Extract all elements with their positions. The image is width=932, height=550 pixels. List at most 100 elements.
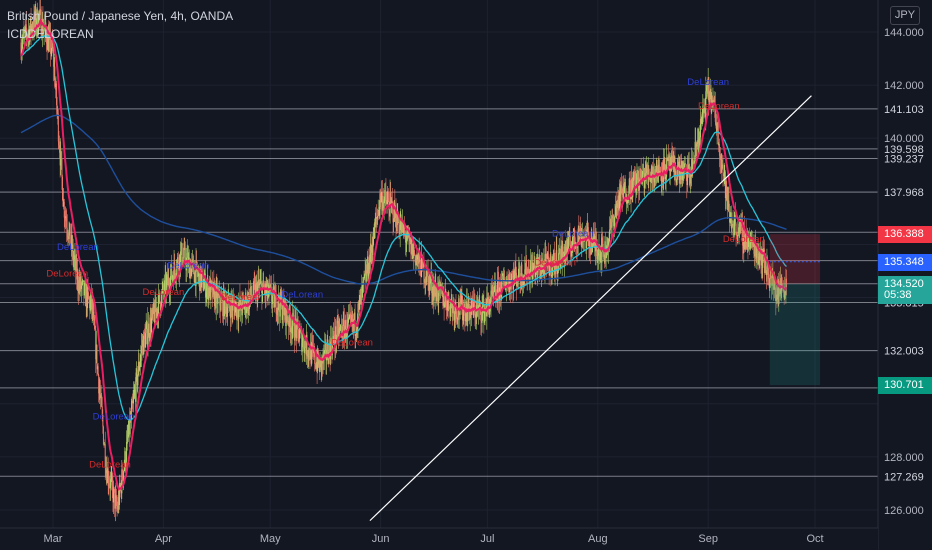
candle-body [543, 261, 545, 267]
candle-body [269, 284, 271, 288]
candle-body [471, 298, 473, 308]
candle-body [561, 246, 563, 264]
candle-body [34, 13, 36, 22]
candle-body [207, 278, 209, 300]
candle-body [127, 434, 129, 438]
candle-body [283, 305, 285, 316]
candle-body [121, 469, 123, 494]
candle-body [72, 244, 74, 252]
candle-body [206, 286, 208, 293]
candle-body [172, 275, 174, 285]
candle-body [609, 221, 611, 230]
price-tag: 135.348 [878, 253, 932, 271]
candle-body [486, 297, 488, 303]
candle-body [534, 270, 536, 277]
candle-body [413, 250, 415, 255]
candle-body [783, 289, 785, 292]
candle-body [168, 286, 170, 293]
candle-body [661, 162, 663, 182]
candle-body [572, 228, 574, 238]
candle-body [530, 262, 532, 267]
candle-body [619, 183, 621, 196]
candle-body [314, 364, 316, 366]
candle-body [686, 169, 688, 186]
candle-body [263, 280, 265, 289]
candle-body [599, 247, 601, 261]
candle-body [662, 179, 664, 182]
candle-body [378, 206, 380, 216]
candle-body [86, 287, 88, 309]
candle-body [425, 281, 427, 283]
candle-body [323, 352, 325, 360]
candle-body [772, 274, 774, 290]
signal-label-sell: DeLorean [698, 101, 740, 112]
candle-body [745, 233, 747, 248]
candle-body [301, 329, 303, 352]
candle-body [183, 257, 185, 258]
candle-body [69, 223, 71, 230]
candle-body [323, 351, 325, 360]
candle-body [705, 91, 707, 118]
candle-body [210, 280, 212, 284]
candle-body [283, 299, 285, 306]
candle-body [460, 296, 462, 300]
candle-body [672, 160, 674, 163]
candle-body [736, 234, 738, 237]
candle-body [652, 166, 654, 178]
candle-body [764, 249, 766, 273]
candle-body [676, 179, 678, 183]
candle-body [255, 284, 257, 299]
candle-body [99, 388, 101, 395]
candle-body [285, 305, 287, 326]
candle-body [240, 298, 242, 311]
candle-body [408, 236, 410, 238]
candle-body [640, 168, 642, 171]
candle-body [696, 143, 698, 147]
candle-body [329, 343, 331, 348]
candle-body [730, 216, 732, 229]
candle-body [277, 307, 279, 311]
candle-body [522, 279, 524, 286]
candle-body [453, 306, 455, 320]
candle-body [352, 315, 354, 326]
candle-body [774, 280, 776, 290]
candle-body [719, 155, 721, 160]
candle-body [33, 13, 35, 32]
candle-body [391, 201, 393, 203]
candle-body [333, 330, 335, 342]
candle-body [30, 17, 32, 32]
candle-body [396, 226, 398, 232]
level-price-label: 127.269 [884, 471, 924, 483]
candle-body [694, 161, 696, 164]
candle-body [753, 253, 755, 257]
candle-body [752, 242, 754, 246]
candle-body [742, 222, 744, 246]
candle-body [498, 280, 500, 302]
candle-body [472, 298, 474, 307]
candle-body [410, 238, 412, 254]
candle-body [137, 375, 139, 386]
candle-body [159, 293, 161, 303]
currency-badge[interactable]: JPY [890, 6, 920, 25]
candle-body [113, 487, 115, 503]
candle-body [85, 288, 87, 307]
candle-body [607, 241, 609, 250]
candle-body [312, 345, 314, 347]
candle-body [775, 294, 777, 301]
candle-body [779, 293, 781, 295]
candle-body [418, 253, 420, 264]
candle-body [216, 286, 218, 288]
candle-body [433, 286, 435, 301]
candle-body [492, 286, 494, 294]
candle-body [672, 156, 674, 163]
candle-body [254, 283, 256, 284]
candle-body [612, 215, 614, 217]
candle-body [375, 217, 377, 219]
candle-body [251, 297, 253, 299]
candle-body [777, 288, 779, 300]
candle-body [760, 250, 762, 266]
candle-body [108, 483, 110, 484]
candle-body [69, 223, 71, 245]
